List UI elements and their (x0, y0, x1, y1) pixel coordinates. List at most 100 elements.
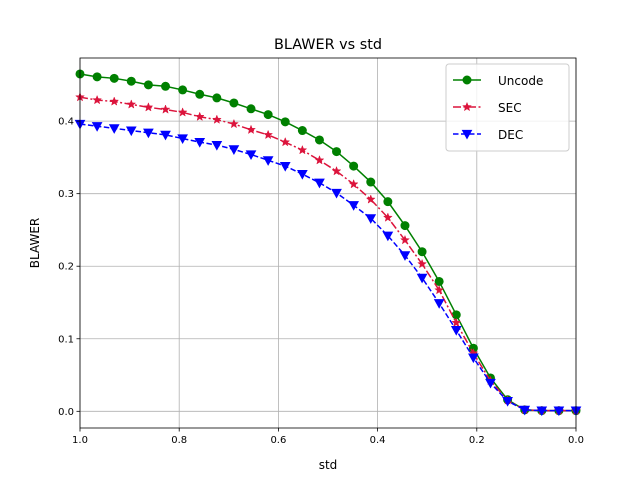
data-point-sec (331, 165, 342, 176)
data-point-dec (519, 405, 531, 416)
y-tick-label: 0.4 (58, 117, 74, 128)
data-point-dec (485, 378, 496, 389)
data-point-dec (314, 178, 325, 189)
y-tick-label: 0.1 (58, 334, 74, 345)
legend-item-dec: DEC (453, 128, 523, 142)
x-tick-label: 0.0 (568, 435, 584, 446)
data-point-uncode (263, 110, 273, 120)
data-point-sec (263, 129, 274, 140)
data-point-dec (382, 231, 394, 242)
data-point-sec (382, 212, 393, 222)
data-point-sec (143, 102, 154, 112)
data-point-sec (194, 111, 205, 121)
x-axis-label: std (319, 458, 338, 472)
x-tick-label: 0.2 (469, 435, 485, 446)
legend-marker-uncode (462, 75, 472, 85)
data-point-dec (399, 251, 411, 261)
data-point-dec (536, 406, 548, 417)
data-point-sec (400, 234, 410, 245)
data-point-uncode (383, 197, 393, 207)
data-point-sec (246, 124, 256, 135)
data-point-dec (348, 201, 359, 211)
data-point-uncode (417, 247, 427, 257)
data-point-sec (126, 99, 137, 109)
data-point-uncode (314, 135, 324, 145)
series-line-sec (79, 96, 576, 412)
data-point-dec (108, 124, 120, 134)
data-point-uncode (109, 73, 119, 83)
data-point-sec (92, 94, 103, 105)
y-tick-label: 0.2 (58, 262, 74, 273)
data-point-uncode (280, 117, 290, 127)
data-point-sec (348, 179, 359, 189)
data-point-uncode (366, 177, 376, 187)
legend-label-dec: DEC (498, 128, 523, 142)
chart-title: BLAWER vs std (274, 37, 382, 53)
data-point-dec (553, 406, 565, 417)
data-point-dec (297, 169, 308, 180)
legend-marker-sec (462, 101, 472, 112)
data-point-uncode (195, 89, 205, 99)
data-point-sec (434, 284, 445, 295)
y-tick-label: 0.0 (58, 407, 74, 418)
x-tick-label: 0.4 (370, 435, 386, 446)
data-point-sec (160, 104, 171, 114)
x-tick-label: 0.6 (270, 435, 286, 446)
data-point-dec (502, 397, 513, 407)
legend-box (445, 63, 570, 152)
data-point-sec (365, 194, 376, 204)
data-point-uncode (92, 72, 102, 82)
data-point-dec (262, 156, 274, 166)
data-point-uncode (143, 80, 153, 90)
data-point-dec (177, 134, 188, 145)
x-tick-label: 0.8 (171, 435, 187, 446)
legend: Uncode SEC DEC (445, 63, 570, 152)
legend-item-sec: SEC (453, 101, 522, 115)
data-point-sec (177, 107, 188, 117)
data-point-sec (417, 258, 428, 269)
plot-frame (79, 57, 577, 429)
data-point-dec (143, 128, 154, 139)
data-point-uncode (229, 98, 239, 108)
data-point-dec (125, 126, 137, 137)
series-dec (74, 119, 582, 417)
data-point-sec (314, 155, 325, 165)
y-axis-label: BLAWER (28, 218, 42, 269)
series-layer (74, 69, 582, 417)
data-point-uncode (246, 104, 256, 114)
data-point-uncode (212, 93, 222, 103)
data-point-sec (451, 317, 462, 328)
data-point-uncode (400, 221, 410, 231)
ticks: 1.0 0.8 0.6 0.4 0.2 0.0 0.0 0.1 0.2 0.3 0.4 (58, 117, 584, 446)
legend-marker-dec (461, 129, 473, 140)
data-point-dec (91, 122, 103, 132)
data-point-dec (211, 140, 223, 151)
x-tick-label: 1.0 (72, 435, 88, 446)
data-point-sec (228, 118, 239, 129)
data-point-dec (365, 214, 377, 224)
data-point-dec (245, 150, 257, 161)
legend-label-sec: SEC (498, 101, 522, 115)
data-point-dec (433, 299, 445, 309)
data-point-dec (194, 138, 206, 148)
data-point-uncode (434, 276, 444, 286)
data-point-dec (331, 188, 342, 199)
data-point-dec (279, 161, 291, 172)
data-point-uncode (349, 161, 359, 171)
data-point-sec (297, 144, 308, 155)
data-point-uncode (126, 76, 136, 86)
data-point-sec (280, 136, 291, 147)
data-point-dec (228, 145, 240, 155)
data-point-uncode (297, 126, 307, 136)
data-point-uncode (332, 147, 342, 157)
data-point-sec (211, 114, 222, 124)
data-point-sec (109, 96, 120, 106)
legend-label-uncode: Uncode (498, 74, 543, 88)
data-point-dec (450, 325, 462, 336)
data-point-dec (160, 130, 171, 141)
data-point-uncode (178, 85, 188, 95)
data-point-uncode (161, 81, 171, 91)
y-tick-label: 0.3 (58, 189, 74, 200)
data-point-dec (416, 273, 428, 284)
